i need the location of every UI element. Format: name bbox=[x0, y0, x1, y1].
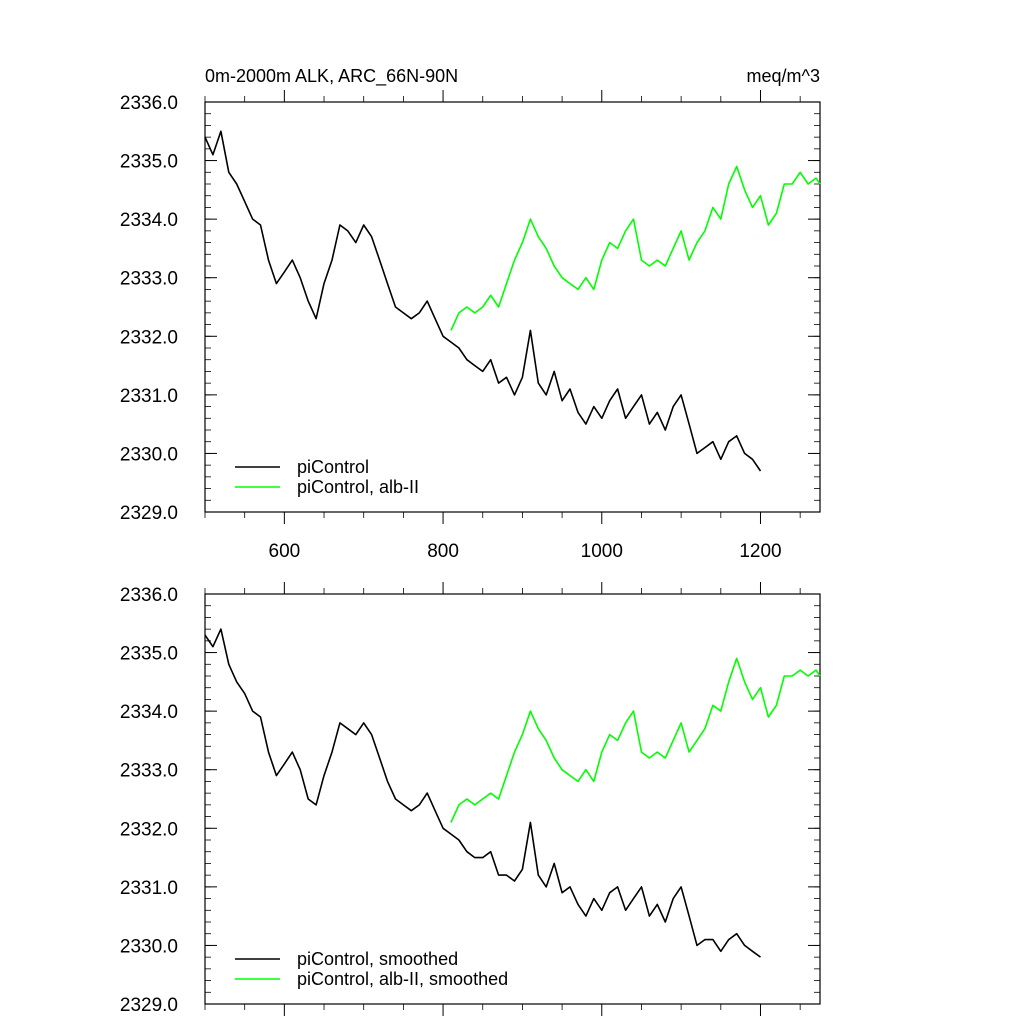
legend-label: piControl, alb-II, smoothed bbox=[297, 969, 508, 989]
series-line-picontrol bbox=[204, 628, 761, 958]
x-tick-label: 800 bbox=[427, 541, 459, 562]
top-panel: 2329.0 2330.0 2331.0 2332.0 2333.0 2334.0 2335… bbox=[120, 90, 821, 562]
plot-frame bbox=[204, 101, 821, 513]
x-tick-label: 600 bbox=[269, 541, 301, 562]
legend-label: piControl, smoothed bbox=[297, 949, 458, 969]
plot-frame bbox=[204, 593, 821, 1005]
y-tick-label: 2329.0 bbox=[120, 995, 178, 1016]
y-tick-label: 2330.0 bbox=[120, 444, 178, 465]
y-tick-label: 2335.0 bbox=[120, 152, 178, 173]
plot-title: 0m-2000m ALK, ARC_66N-90N bbox=[205, 66, 458, 87]
y-tick-label: 2335.0 bbox=[120, 644, 178, 665]
y-tick-label: 2334.0 bbox=[120, 702, 178, 723]
series-line-picontrol bbox=[204, 130, 762, 472]
legend-label: piControl, alb-II bbox=[297, 477, 419, 497]
y-tick-label: 2330.0 bbox=[120, 936, 178, 957]
units-label: meq/m^3 bbox=[747, 66, 820, 86]
y-tick-label: 2333.0 bbox=[120, 761, 178, 782]
x-tick-label: 1200 bbox=[739, 541, 781, 562]
series-line-alb-ii bbox=[450, 657, 821, 823]
legend-label: piControl bbox=[297, 457, 369, 477]
y-tick-label: 2336.0 bbox=[120, 93, 178, 114]
y-tick-label: 2332.0 bbox=[120, 327, 178, 348]
y-tick-label: 2336.0 bbox=[120, 585, 178, 606]
y-tick-label: 2331.0 bbox=[120, 878, 178, 899]
bottom-panel: 2329.0 2330.0 2331.0 2332.0 2333.0 2334.0 2335… bbox=[120, 582, 821, 1016]
x-tick-label: 1000 bbox=[581, 541, 623, 562]
y-tick-label: 2329.0 bbox=[120, 503, 178, 524]
y-tick-label: 2331.0 bbox=[120, 386, 178, 407]
y-tick-label: 2333.0 bbox=[120, 269, 178, 290]
y-tick-label: 2334.0 bbox=[120, 210, 178, 231]
y-tick-label: 2332.0 bbox=[120, 819, 178, 840]
series-line-alb-ii bbox=[450, 165, 821, 331]
